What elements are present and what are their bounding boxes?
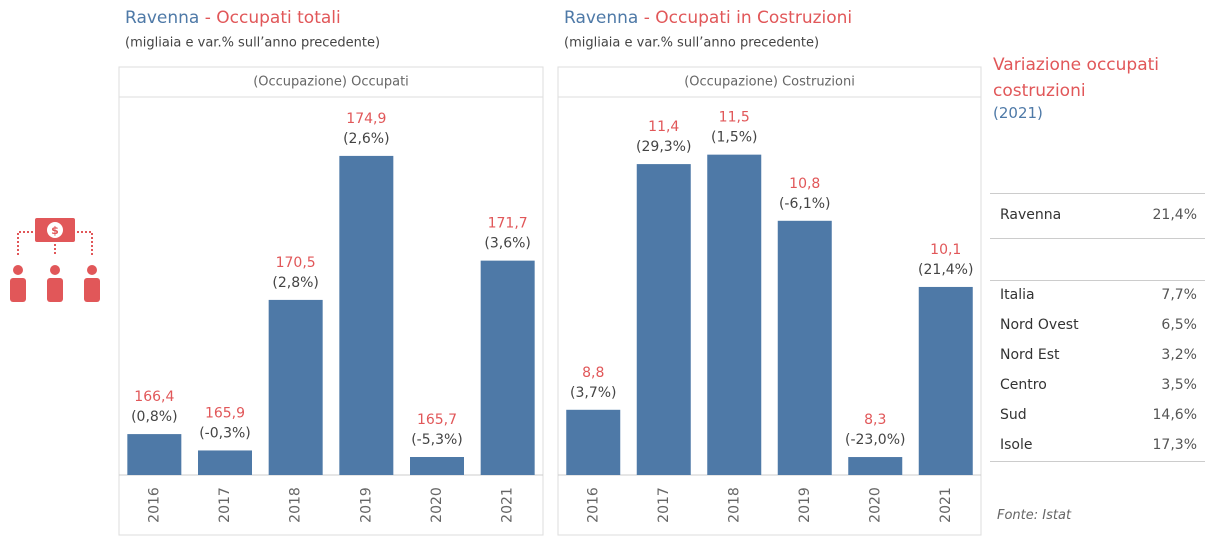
bar	[410, 457, 464, 475]
bar	[127, 434, 182, 475]
row-value: 3,2%	[1161, 347, 1197, 363]
source: Fonte: Istat	[997, 508, 1072, 523]
chart-title: Ravenna - Occupati in Costruzioni	[564, 8, 852, 28]
value-label: 8,3	[864, 412, 886, 428]
x-tick-label: 2019	[358, 487, 374, 523]
row-value: 6,5%	[1161, 317, 1197, 333]
row-name: Nord Ovest	[1000, 317, 1079, 333]
value-label: 166,4	[134, 389, 174, 405]
bar	[636, 164, 691, 475]
title-text: - Occupati in Costruzioni	[644, 8, 852, 28]
table-row: Italia 7,7%	[990, 280, 1205, 310]
table-row: Sud 14,6%	[990, 400, 1205, 430]
row-name: Italia	[1000, 287, 1035, 303]
table-rule	[990, 461, 1205, 462]
table-rule	[990, 280, 1205, 281]
panel-label: (Occupazione) Costruzioni	[684, 75, 855, 90]
change-label: (0,8%)	[131, 409, 178, 425]
bar	[268, 299, 323, 475]
value-label: 11,4	[648, 119, 679, 135]
change-label: (3,7%)	[570, 385, 617, 401]
row-value: 3,5%	[1161, 377, 1197, 393]
table-rule	[990, 193, 1205, 194]
panel-frame	[557, 66, 982, 536]
value-label: 165,9	[205, 405, 245, 421]
chart-title: Ravenna - Occupati totali	[125, 8, 341, 28]
row-value: 17,3%	[1152, 437, 1197, 453]
change-label: (29,3%)	[636, 139, 691, 155]
bar	[339, 155, 394, 475]
value-label: 174,9	[346, 111, 386, 127]
x-tick-label: 2016	[146, 487, 162, 523]
table-row: Isole 17,3%	[990, 430, 1205, 460]
x-tick-label: 2016	[585, 487, 601, 523]
title-text: - Occupati totali	[205, 8, 341, 28]
x-tick-label: 2019	[797, 487, 813, 523]
row-value: 7,7%	[1161, 287, 1197, 303]
svg-text:$: $	[51, 224, 59, 237]
panel-frame	[118, 66, 544, 536]
bar	[707, 154, 762, 475]
change-label: (21,4%)	[918, 262, 973, 278]
value-label: 8,8	[582, 365, 604, 381]
value-label: 170,5	[276, 255, 316, 271]
x-tick-label: 2017	[656, 487, 672, 523]
row-name: Sud	[1000, 407, 1027, 423]
bar	[480, 260, 535, 475]
table-year: (2021)	[993, 104, 1043, 122]
x-tick-label: 2017	[217, 487, 233, 523]
bar	[918, 286, 973, 475]
table-rule	[990, 238, 1205, 239]
chart-subtitle: (migliaia e var.% sull’anno precedente)	[564, 36, 819, 51]
value-label: 165,7	[417, 412, 457, 428]
x-tick-label: 2021	[500, 487, 516, 523]
change-label: (-23,0%)	[845, 432, 905, 448]
bar	[566, 409, 621, 475]
panel-label: (Occupazione) Occupati	[253, 75, 409, 90]
bar	[848, 457, 903, 475]
value-label: 10,1	[930, 242, 961, 258]
change-label: (3,6%)	[484, 236, 531, 252]
change-label: (-5,3%)	[411, 432, 463, 448]
value-label: 171,7	[488, 216, 528, 232]
bar	[777, 220, 832, 475]
row-value: 14,6%	[1152, 407, 1197, 423]
table-row: Ravenna 21,4%	[990, 200, 1205, 230]
x-tick-label: 2021	[938, 487, 954, 523]
table-title: Variazione occupati costruzioni	[993, 55, 1160, 101]
change-label: (-0,3%)	[199, 425, 251, 441]
row-name: Nord Est	[1000, 347, 1060, 363]
change-label: (-6,1%)	[779, 196, 831, 212]
table-row: Nord Ovest 6,5%	[990, 310, 1205, 340]
value-label: 10,8	[789, 176, 820, 192]
row-name: Ravenna	[1000, 207, 1062, 223]
x-tick-label: 2018	[288, 487, 304, 523]
title-place: Ravenna	[564, 8, 638, 28]
x-tick-label: 2018	[726, 487, 742, 523]
row-name: Centro	[1000, 377, 1047, 393]
value-label: 11,5	[719, 110, 750, 126]
change-label: (2,8%)	[272, 275, 319, 291]
table-row: Nord Est 3,2%	[990, 340, 1205, 370]
change-label: (2,6%)	[343, 131, 390, 147]
row-value: 21,4%	[1152, 207, 1197, 223]
bar	[198, 450, 252, 475]
row-name: Isole	[1000, 437, 1033, 453]
chart-subtitle: (migliaia e var.% sull’anno precedente)	[125, 36, 380, 51]
x-tick-label: 2020	[429, 487, 445, 523]
x-tick-label: 2020	[867, 487, 883, 523]
title-place: Ravenna	[125, 8, 199, 28]
icon: $	[10, 218, 100, 302]
table-row: Centro 3,5%	[990, 370, 1205, 400]
change-label: (1,5%)	[711, 130, 758, 146]
